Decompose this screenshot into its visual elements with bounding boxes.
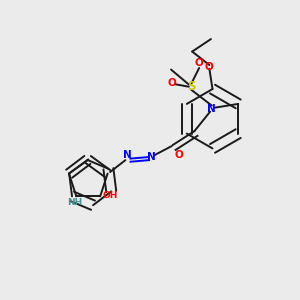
Text: O: O [195, 58, 203, 68]
Text: N: N [147, 152, 156, 162]
Text: O: O [168, 78, 176, 88]
Text: OH: OH [103, 191, 118, 200]
Text: O: O [175, 150, 183, 160]
Text: S: S [187, 80, 196, 93]
Text: N: N [207, 103, 216, 114]
Text: N: N [123, 151, 132, 160]
Text: O: O [205, 62, 214, 72]
Text: NH: NH [67, 198, 83, 207]
